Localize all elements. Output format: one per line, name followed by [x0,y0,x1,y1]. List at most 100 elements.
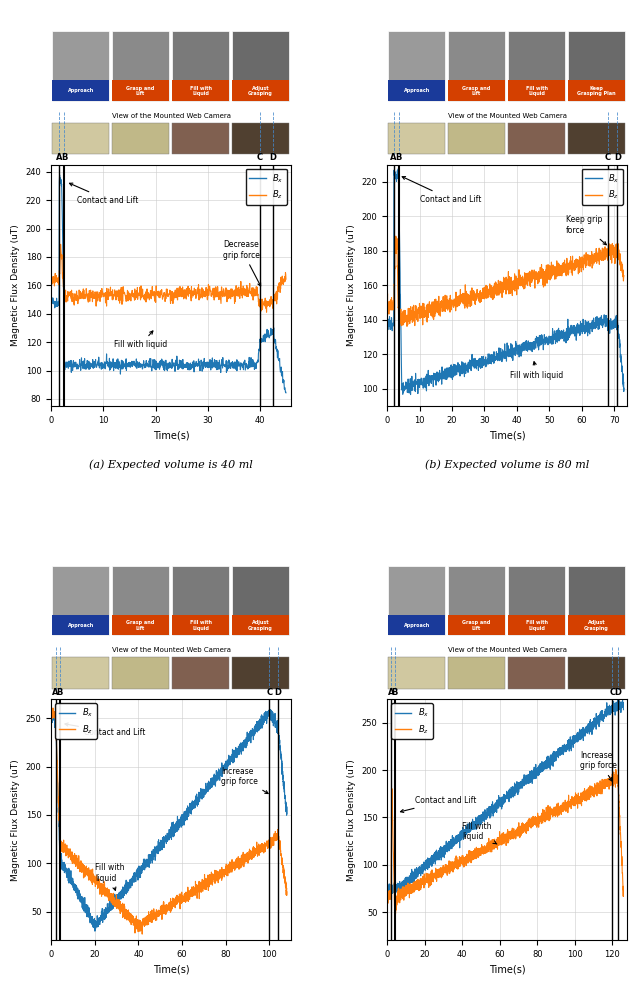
Line: $B_z$: $B_z$ [51,245,286,312]
$B_z$ [227,293,234,305]
Text: View of the Mounted Web Camera: View of the Mounted Web Camera [112,647,230,653]
Y-axis label: Magnetic Flux Density (uT): Magnetic Flux Density (uT) [347,225,356,346]
$B_z$ [554,804,561,816]
$B_x$ [620,382,628,394]
Line: $B_z$: $B_z$ [387,769,623,916]
Bar [52,657,109,689]
Bar [52,31,109,101]
Bar [449,657,505,689]
Line: $B_x$: $B_x$ [387,169,624,395]
$B_x$ [483,357,491,369]
$B_z$ [239,283,246,295]
Text: View of the Mounted Web Camera: View of the Mounted Web Camera [448,647,566,653]
Text: B: B [392,688,398,697]
Text: A: A [388,688,394,697]
$B_z$ [522,273,529,285]
Text: Fill with liquid: Fill with liquid [511,361,564,379]
Bar [232,31,289,101]
$B_x$ [283,808,291,820]
$B_x$ [383,880,391,892]
Text: View of the Mounted Web Camera: View of the Mounted Web Camera [112,113,230,119]
Bar [232,657,289,689]
Bar [113,657,169,689]
Text: C: C [605,153,611,162]
Y-axis label: Magnetic Flux Density (uT): Magnetic Flux Density (uT) [11,759,20,881]
Text: Adjust
Grasping: Adjust Grasping [248,86,273,96]
Line: $B_x$: $B_x$ [51,710,287,932]
$B_x$ [47,295,55,307]
Bar [568,565,625,636]
Text: Decrease
grip force: Decrease grip force [223,241,260,286]
Bar [508,80,565,101]
$B_x$ [91,926,99,938]
Legend: $B_x$, $B_z$: $B_x$, $B_z$ [582,169,623,205]
Bar [113,615,169,636]
Text: A: A [52,688,59,697]
$B_x$ [491,804,499,816]
$B_z$ [237,861,245,873]
$B_z$ [403,321,411,333]
Bar [232,123,289,154]
$B_z$ [262,306,270,318]
Text: Keep
Grasping Plan: Keep Grasping Plan [577,86,616,96]
Text: Grasp and
Lift: Grasp and Lift [127,86,155,96]
Legend: $B_x$, $B_z$: $B_x$, $B_z$ [246,169,287,205]
Bar [388,31,445,101]
Text: Contact and Lift: Contact and Lift [402,176,481,204]
$B_x$ [451,362,459,374]
Text: Fill with
Liquid: Fill with Liquid [525,86,548,96]
Text: (a) Expected volume is 40 ml: (a) Expected volume is 40 ml [90,459,253,469]
Bar [388,80,445,101]
$B_z$ [490,840,497,851]
Bar [172,80,229,101]
Bar [388,615,445,636]
$B_z$ [483,292,491,304]
Bar [172,123,229,154]
$B_z$ [544,261,552,273]
$B_x$ [395,194,403,206]
$B_z$ [534,815,541,827]
Bar [388,565,445,636]
$B_z$ [451,294,459,306]
$B_x$ [252,358,260,370]
$B_z$ [527,821,535,833]
Text: Approach: Approach [403,88,429,93]
Bar [508,615,565,636]
Bar [568,31,625,101]
Y-axis label: Magnetic Flux Density (uT): Magnetic Flux Density (uT) [347,759,356,881]
Bar [52,565,109,636]
Text: Adjust
Grasping: Adjust Grasping [584,620,609,631]
Text: C: C [266,688,273,697]
$B_x$ [394,163,402,175]
Bar [508,31,565,101]
Text: D: D [614,688,621,697]
Text: Fill with
liquid: Fill with liquid [462,822,497,844]
Bar [449,31,505,101]
Bar [568,80,625,101]
Text: D: D [614,153,621,162]
Text: Fill with
Liquid: Fill with Liquid [189,86,212,96]
Bar [113,123,169,154]
Text: B: B [61,153,67,162]
$B_z$ [70,849,77,861]
Line: $B_z$: $B_z$ [387,237,624,327]
$B_x$ [230,356,238,368]
Line: $B_x$: $B_x$ [387,696,623,896]
Bar [172,615,229,636]
Bar [232,615,289,636]
$B_x$ [620,704,627,716]
$B_z$ [392,231,400,243]
$B_x$ [267,704,275,716]
$B_z$ [106,887,113,899]
$B_x$ [167,361,175,373]
Line: $B_x$: $B_x$ [51,175,286,393]
Text: Approach: Approach [403,623,429,628]
$B_x$ [237,744,245,756]
$B_x$ [422,860,429,872]
Text: Grasp and
Lift: Grasp and Lift [127,620,155,631]
$B_x$ [106,903,114,915]
$B_x$ [522,336,529,347]
$B_z$ [476,848,484,860]
Bar [172,657,229,689]
$B_x$ [124,360,132,372]
